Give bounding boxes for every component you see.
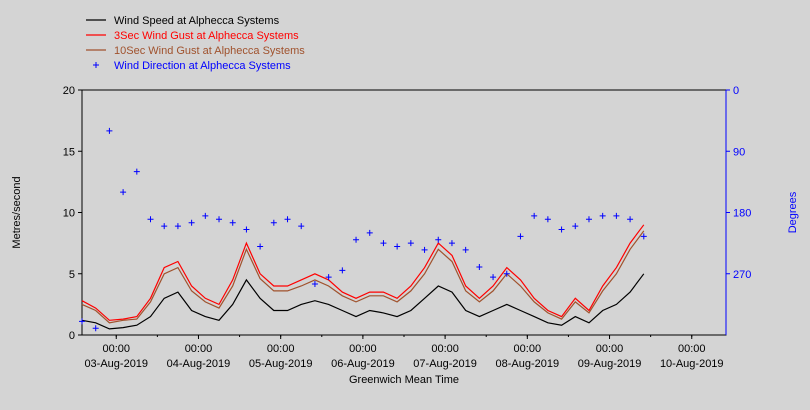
direction-point [216,216,223,223]
direction-point [435,236,442,243]
direction-point [229,219,236,226]
direction-point [353,236,360,243]
direction-point [599,212,606,219]
y-axis-label: Metres/second [11,176,23,248]
direction-point [503,270,510,277]
direction-point [572,223,579,230]
direction-point [531,212,538,219]
direction-point [161,223,168,230]
direction-point [558,226,565,233]
direction-point [79,318,85,325]
direction-point [380,240,387,247]
direction-point [243,226,250,233]
series-line-1 [81,224,645,321]
direction-point [311,280,318,287]
x-tick-time-label: 00:00 [431,343,459,355]
x-tick-time-label: 00:00 [514,343,542,355]
direction-point [544,216,551,223]
y-tick-label: 15 [63,146,75,158]
direction-point [366,229,373,236]
y-tick-label: 5 [69,269,75,281]
direction-point [517,233,524,240]
direction-point [284,216,291,223]
y2-tick-label: 0 [733,85,739,97]
y-tick-label: 10 [63,208,75,220]
direction-point [476,263,483,270]
direction-point [627,216,634,223]
direction-point [147,216,154,223]
x-tick-date-label: 08-Aug-2019 [496,358,560,370]
direction-point [133,168,140,175]
legend-swatch [93,62,99,68]
direction-point [257,243,264,250]
y-tick-label: 20 [63,85,75,97]
x-tick-time-label: 00:00 [678,343,706,355]
x-tick-time-label: 00:00 [349,343,377,355]
legend-entry-label: 10Sec Wind Gust at Alphecca Systems [114,45,305,57]
x-tick-date-label: 09-Aug-2019 [578,358,642,370]
direction-point [490,274,497,281]
direction-point [298,223,305,230]
y2-tick-label: 180 [733,208,751,220]
x-tick-date-label: 10-Aug-2019 [660,358,724,370]
direction-point [640,233,647,240]
direction-point [92,325,99,332]
direction-point [421,246,428,253]
axes-layer: 0 5 10 15 20 0 90 180 270 00:00 03-Aug-2019 00:00 04… [63,85,752,370]
direction-point [339,267,346,274]
y2-axis-label: Degrees [787,191,799,233]
direction-point [188,219,195,226]
x-tick-time-label: 00:00 [267,343,295,355]
y2-tick-label: 270 [733,269,751,281]
direction-point [202,212,209,219]
series-layer [79,127,647,332]
y-tick-label: 0 [69,330,75,342]
legend: Wind Speed at Alphecca Systems 3Sec Wind … [86,15,305,72]
legend-entry-label: 3Sec Wind Gust at Alphecca Systems [114,30,299,42]
direction-point [106,127,113,134]
direction-point [613,212,620,219]
direction-point [448,240,455,247]
x-tick-date-label: 04-Aug-2019 [167,358,231,370]
series-line-2 [81,230,645,324]
x-axis-label: Greenwich Mean Time [349,374,459,386]
x-tick-date-label: 06-Aug-2019 [331,358,395,370]
y2-tick-label: 90 [733,146,745,158]
direction-point [270,219,277,226]
x-tick-time-label: 00:00 [185,343,213,355]
x-tick-time-label: 00:00 [596,343,624,355]
x-tick-date-label: 03-Aug-2019 [84,358,148,370]
legend-entry-label: Wind Speed at Alphecca Systems [114,15,280,27]
legend-entry-label: Wind Direction at Alphecca Systems [114,60,291,72]
direction-point [394,243,401,250]
x-tick-date-label: 05-Aug-2019 [249,358,313,370]
direction-point [174,223,181,230]
direction-point [407,240,414,247]
direction-point [585,216,592,223]
x-tick-date-label: 07-Aug-2019 [413,358,477,370]
direction-point [325,274,332,281]
direction-point [462,246,469,253]
x-tick-time-label: 00:00 [102,343,130,355]
direction-point [120,189,127,196]
series-line-0 [81,273,645,330]
